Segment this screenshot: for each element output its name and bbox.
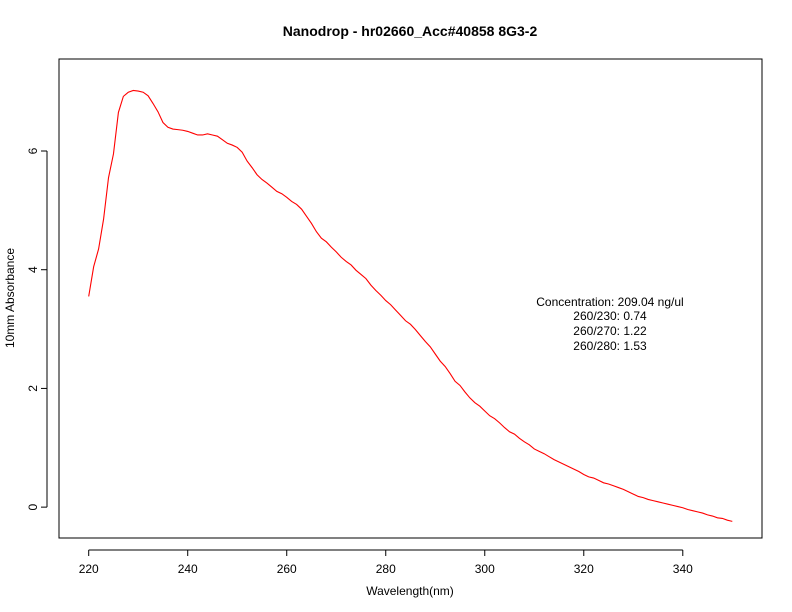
y-tick-label: 0 xyxy=(26,503,40,510)
concentration-text: Concentration: 209.04 ng/ul xyxy=(536,295,683,309)
x-tick-label: 240 xyxy=(178,562,198,576)
y-tick-label: 2 xyxy=(26,385,40,392)
y-tick-label: 6 xyxy=(26,147,40,154)
x-tick-label: 320 xyxy=(574,562,594,576)
chart-title: Nanodrop - hr02660_Acc#40858 8G3-2 xyxy=(283,23,538,39)
y-axis: 0 2 4 6 xyxy=(26,147,48,510)
x-axis: 220 240 260 280 300 320 340 xyxy=(79,549,693,576)
concentration-annotation: Concentration: 209.04 ng/ul 260/230: 0.7… xyxy=(536,295,683,353)
x-axis-label: Wavelength(nm) xyxy=(366,584,454,598)
ratio-260-280-text: 260/280: 1.53 xyxy=(573,339,647,353)
plot-frame xyxy=(58,58,763,539)
x-tick-label: 220 xyxy=(79,562,99,576)
y-axis-label: 10mm Absorbance xyxy=(3,248,17,348)
x-tick-label: 340 xyxy=(673,562,693,576)
x-tick-label: 280 xyxy=(376,562,396,576)
ratio-260-270-text: 260/270: 1.22 xyxy=(573,324,647,338)
y-tick-label: 4 xyxy=(26,266,40,273)
absorbance-line xyxy=(88,89,733,522)
x-tick-label: 300 xyxy=(475,562,495,576)
x-tick-label: 260 xyxy=(277,562,297,576)
ratio-260-230-text: 260/230: 0.74 xyxy=(573,309,647,323)
